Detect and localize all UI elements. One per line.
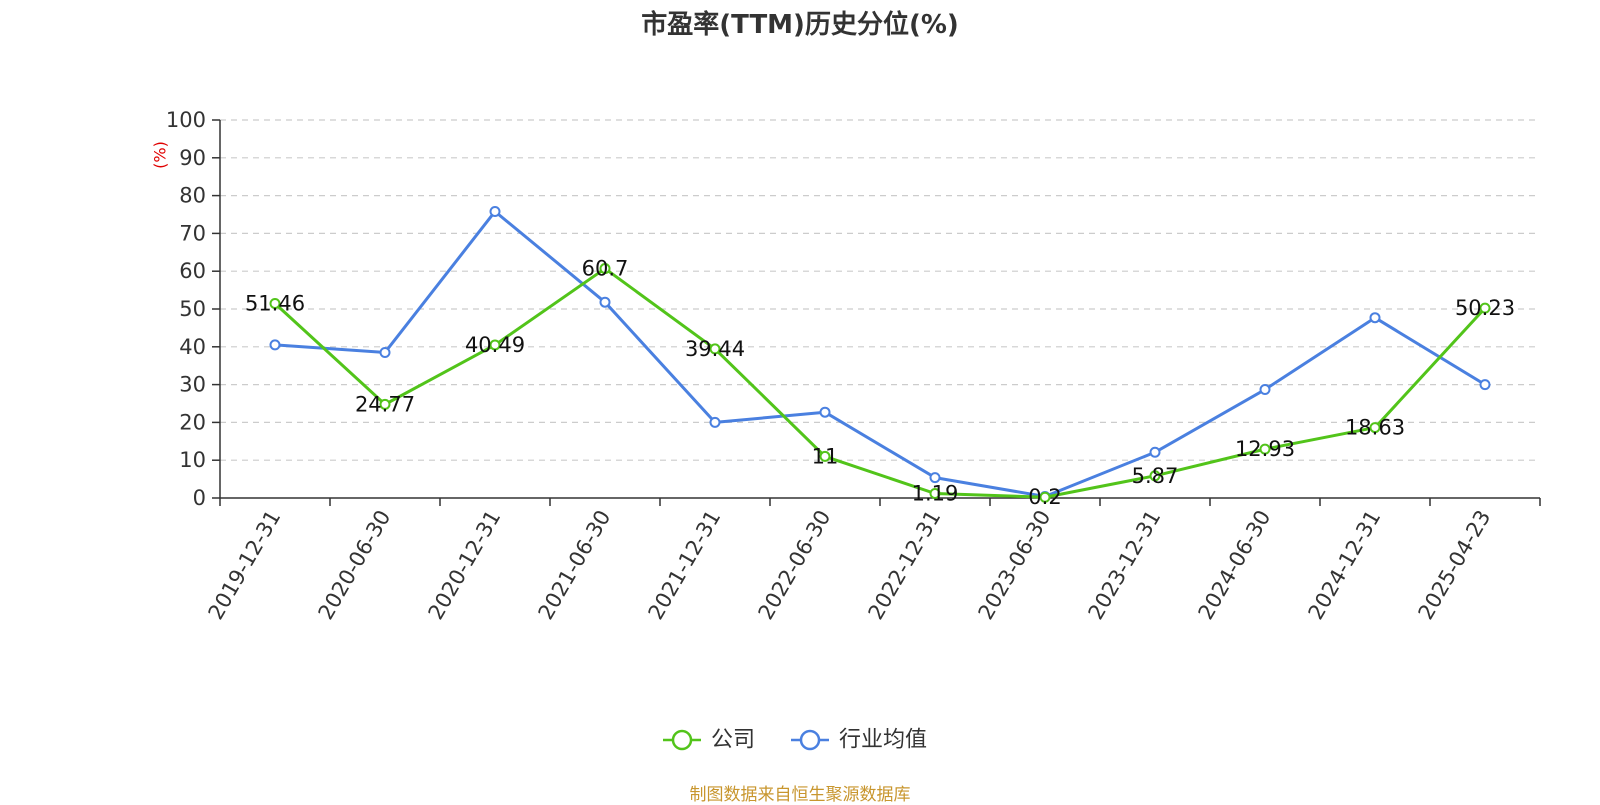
data-point[interactable] — [1369, 422, 1381, 434]
x-tick-label: 2021-06-30 — [534, 506, 616, 624]
grid-lines — [220, 119, 1540, 461]
data-point[interactable] — [709, 343, 721, 355]
data-point[interactable] — [709, 416, 721, 428]
x-tick-labels: 2019-12-31 2020-06-30 2020-12-31 2021-06-30… — [204, 506, 1496, 624]
x-tick-label: 2020-12-31 — [424, 506, 506, 624]
y-tick-label: 80 — [179, 184, 206, 208]
x-tick-label: 2022-12-31 — [864, 506, 946, 624]
x-tick-label: 2024-12-31 — [1304, 506, 1386, 624]
y-tick-label: 60 — [179, 259, 206, 283]
data-label: 18.63 — [1345, 416, 1405, 440]
x-tick-label: 2019-12-31 — [204, 506, 286, 624]
data-point[interactable] — [819, 450, 831, 462]
data-label: 39.44 — [685, 337, 745, 361]
data-label: 51.46 — [245, 291, 305, 315]
data-point[interactable] — [1479, 302, 1491, 314]
y-tick-label: 0 — [193, 486, 206, 510]
data-point[interactable] — [929, 488, 941, 500]
series-line — [274, 209, 1486, 498]
data-label: 40.49 — [465, 333, 525, 357]
data-label: 0.2 — [1028, 485, 1061, 509]
legend-label: 行业均值 — [839, 728, 927, 753]
legend-item[interactable]: 行业均值 — [791, 728, 927, 753]
data-point[interactable] — [599, 296, 611, 308]
legend-label: 公司 — [711, 728, 755, 753]
data-label: 11 — [812, 444, 839, 468]
data-label: 24.77 — [355, 392, 415, 416]
x-tick-label: 2021-12-31 — [644, 506, 726, 624]
y-tick-labels: 0 10 20 30 40 50 60 70 80 90 100 — [166, 108, 206, 510]
data-labels: 51.46 24.77 40.49 60.7 39.44 11 1.19 0.2 5.87 12.… — [245, 257, 1515, 510]
data-point[interactable] — [269, 339, 281, 351]
data-point[interactable] — [1259, 384, 1271, 396]
data-point[interactable] — [269, 297, 281, 309]
data-label: 1.19 — [912, 482, 959, 506]
series-line — [273, 267, 1487, 499]
y-tick-label: 100 — [166, 108, 206, 132]
y-tick-label: 20 — [179, 410, 206, 434]
data-point[interactable] — [379, 346, 391, 358]
axes — [212, 119, 1541, 506]
y-tick-label: 10 — [179, 448, 206, 472]
data-label: 60.7 — [582, 257, 629, 281]
legend-item[interactable]: 公司 — [663, 728, 755, 753]
legend-swatch-marker — [799, 729, 821, 751]
data-point[interactable] — [1149, 470, 1161, 482]
series — [269, 205, 1491, 503]
data-point[interactable] — [599, 263, 611, 275]
data-point[interactable] — [489, 339, 501, 351]
x-tick-label: 2020-06-30 — [314, 506, 396, 624]
data-point[interactable] — [1149, 446, 1161, 458]
y-tick-label: 30 — [179, 373, 206, 397]
x-tick-label: 2025-04-23 — [1414, 506, 1496, 624]
data-point[interactable] — [489, 205, 501, 217]
y-tick-label: 40 — [179, 335, 206, 359]
chart-title: 市盈率(TTM)历史分位(%) — [641, 10, 959, 40]
legend-swatch-marker — [671, 729, 693, 751]
data-point[interactable] — [1369, 312, 1381, 324]
data-label: 12.93 — [1235, 437, 1295, 461]
data-point[interactable] — [1259, 443, 1271, 455]
data-point[interactable] — [1479, 379, 1491, 391]
y-tick-label: 70 — [179, 221, 206, 245]
data-point[interactable] — [1039, 491, 1051, 503]
data-point[interactable] — [819, 406, 831, 418]
y-axis-label: (%) — [151, 141, 170, 169]
data-point[interactable] — [379, 398, 391, 410]
y-tick-label: 90 — [179, 146, 206, 170]
data-point[interactable] — [929, 472, 941, 484]
legend[interactable]: 公司 行业均值 — [663, 728, 927, 753]
y-tick-label: 50 — [179, 297, 206, 321]
x-tick-label: 2024-06-30 — [1194, 506, 1276, 624]
x-tick-label: 2022-06-30 — [754, 506, 836, 624]
source-note: 制图数据来自恒生聚源数据库 — [689, 785, 911, 805]
x-tick-label: 2023-12-31 — [1084, 506, 1166, 624]
data-label: 5.87 — [1132, 464, 1179, 488]
x-tick-label: 2023-06-30 — [974, 506, 1056, 624]
data-label: 50.23 — [1455, 296, 1515, 320]
